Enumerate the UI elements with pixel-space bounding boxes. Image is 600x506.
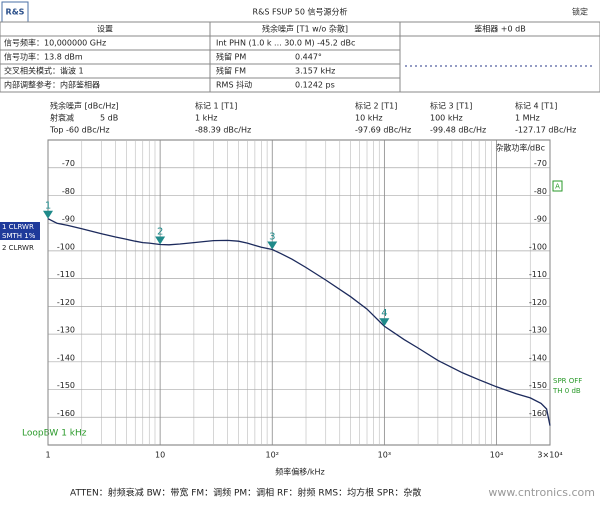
- table-cell: 内部调整参考：内部鉴相器: [4, 80, 100, 90]
- marker-freq: 1 MHz: [515, 114, 540, 123]
- table-cell: RMS 抖动: [216, 80, 252, 90]
- footer-legend: ATTEN：射频衰减 BW：带宽 FM：调频 PM：调相 RF：射频 RMS：均…: [70, 487, 421, 499]
- y-tick-label: -120: [57, 298, 75, 307]
- watermark: www.cntronics.com: [488, 486, 595, 499]
- trace-line: [47, 218, 551, 426]
- x-tick-label: 10: [155, 451, 165, 460]
- y-tick-label: -150: [529, 381, 547, 390]
- marker-freq: 100 kHz: [430, 114, 463, 123]
- y-tick-label: -90: [62, 215, 75, 224]
- y-tick-label: -140: [529, 353, 547, 362]
- y-tick-label: -130: [57, 326, 75, 335]
- y-tick-label: -140: [57, 353, 75, 362]
- table-cell: 3.157 kHz: [295, 67, 335, 76]
- x-tick-label: 10⁴: [490, 451, 503, 460]
- y-tick-label: -160: [529, 409, 547, 418]
- trace1-label: 1 CLRWR: [2, 223, 34, 231]
- table-cell: Int PHN (1.0 k ... 30.0 M) -45.2 dBc: [216, 39, 355, 48]
- x-tick-label: 1: [45, 451, 50, 460]
- logo: R&S: [6, 8, 25, 17]
- a-box: [552, 180, 563, 192]
- a-label: A: [555, 183, 560, 191]
- marker: [43, 210, 53, 219]
- marker-freq: 10 kHz: [355, 114, 383, 123]
- y-tick-label: -160: [57, 409, 75, 418]
- table-cell: 0.447°: [295, 53, 322, 62]
- th-label: TH 0 dB: [552, 387, 581, 395]
- marker: [379, 318, 390, 327]
- marker-number: 3: [269, 231, 275, 242]
- x-tick-label: 10²: [266, 451, 279, 460]
- table-header: 设置: [97, 24, 113, 34]
- top-label: Top -60 dBc/Hz: [49, 126, 110, 135]
- table-cell: 信号频率：10,000000 GHz: [4, 38, 106, 48]
- title: R&S FSUP 50 信号源分析: [253, 7, 348, 17]
- x-tick-label: 3×10⁴: [537, 451, 562, 460]
- marker-number: 1: [45, 201, 51, 212]
- y-tick-label: -80: [534, 187, 547, 196]
- unit-label: 残余噪声 [dBc/Hz]: [50, 101, 119, 111]
- header-table: [0, 21, 600, 93]
- table-header: 鉴相器 +0 dB: [474, 24, 525, 34]
- x-tick-label: 10³: [378, 451, 391, 460]
- trace2-label: 2 CLRWR: [2, 244, 34, 252]
- y-tick-label: -100: [57, 242, 75, 251]
- y-tick-label: -110: [57, 270, 75, 279]
- atten-value: 5 dB: [100, 114, 118, 123]
- y-tick-label: -110: [529, 270, 547, 279]
- marker-number: 4: [381, 308, 387, 319]
- smooth-label: SMTH 1%: [2, 232, 36, 240]
- table-cell: 0.1242 ps: [295, 81, 335, 90]
- spr-label: SPR OFF: [553, 377, 582, 385]
- trace-badge: [0, 222, 40, 240]
- marker-freq: 1 kHz: [195, 114, 217, 123]
- plot: 1 10 10² 10³ 10⁴ 3×10⁴ -70 -70 -80 -80 -90 -90 -100 -…: [43, 139, 563, 460]
- marker-title: 标记 2 [T1]: [355, 101, 397, 111]
- marker-number: 2: [157, 227, 163, 238]
- table-header: 残余噪声 [T1 w/o 杂散]: [262, 24, 348, 34]
- y-tick-label: -90: [534, 215, 547, 224]
- status: 锁定: [572, 7, 588, 17]
- y-tick-label: -70: [62, 159, 75, 168]
- table-border: [0, 21, 600, 93]
- marker-value: -99.48 dBc/Hz: [430, 126, 486, 135]
- y-tick-label: -120: [529, 298, 547, 307]
- loopbw-label: LoopBW 1 kHz: [22, 429, 87, 439]
- marker-title: 标记 4 [T1]: [515, 101, 557, 111]
- y-tick-label: -130: [529, 326, 547, 335]
- table-cell: 交叉相关模式：谐波 1: [4, 66, 84, 76]
- y-tick-label: -100: [529, 242, 547, 251]
- marker-title: 标记 3 [T1]: [430, 101, 472, 111]
- x-axis-label: 频率偏移/kHz: [275, 467, 325, 477]
- atten-label: 射衰减: [50, 113, 74, 123]
- table-cell: 残留 PM: [216, 52, 246, 62]
- marker-title: 标记 1 [T1]: [195, 101, 237, 111]
- y-tick-label: -150: [57, 381, 75, 390]
- table-cell: 残留 FM: [216, 66, 246, 76]
- marker-value: -127.17 dBc/Hz: [515, 126, 576, 135]
- marker-value: -97.69 dBc/Hz: [355, 126, 411, 135]
- marker-value: -88.39 dBc/Hz: [195, 126, 251, 135]
- y-tick-label: -80: [62, 187, 75, 196]
- marker: [267, 241, 278, 250]
- spur-label: 杂散功率/dBc: [495, 143, 545, 153]
- marker: [155, 236, 166, 245]
- y-tick-label: -70: [534, 159, 547, 168]
- table-cell: 信号功率：13.8 dBm: [4, 52, 83, 62]
